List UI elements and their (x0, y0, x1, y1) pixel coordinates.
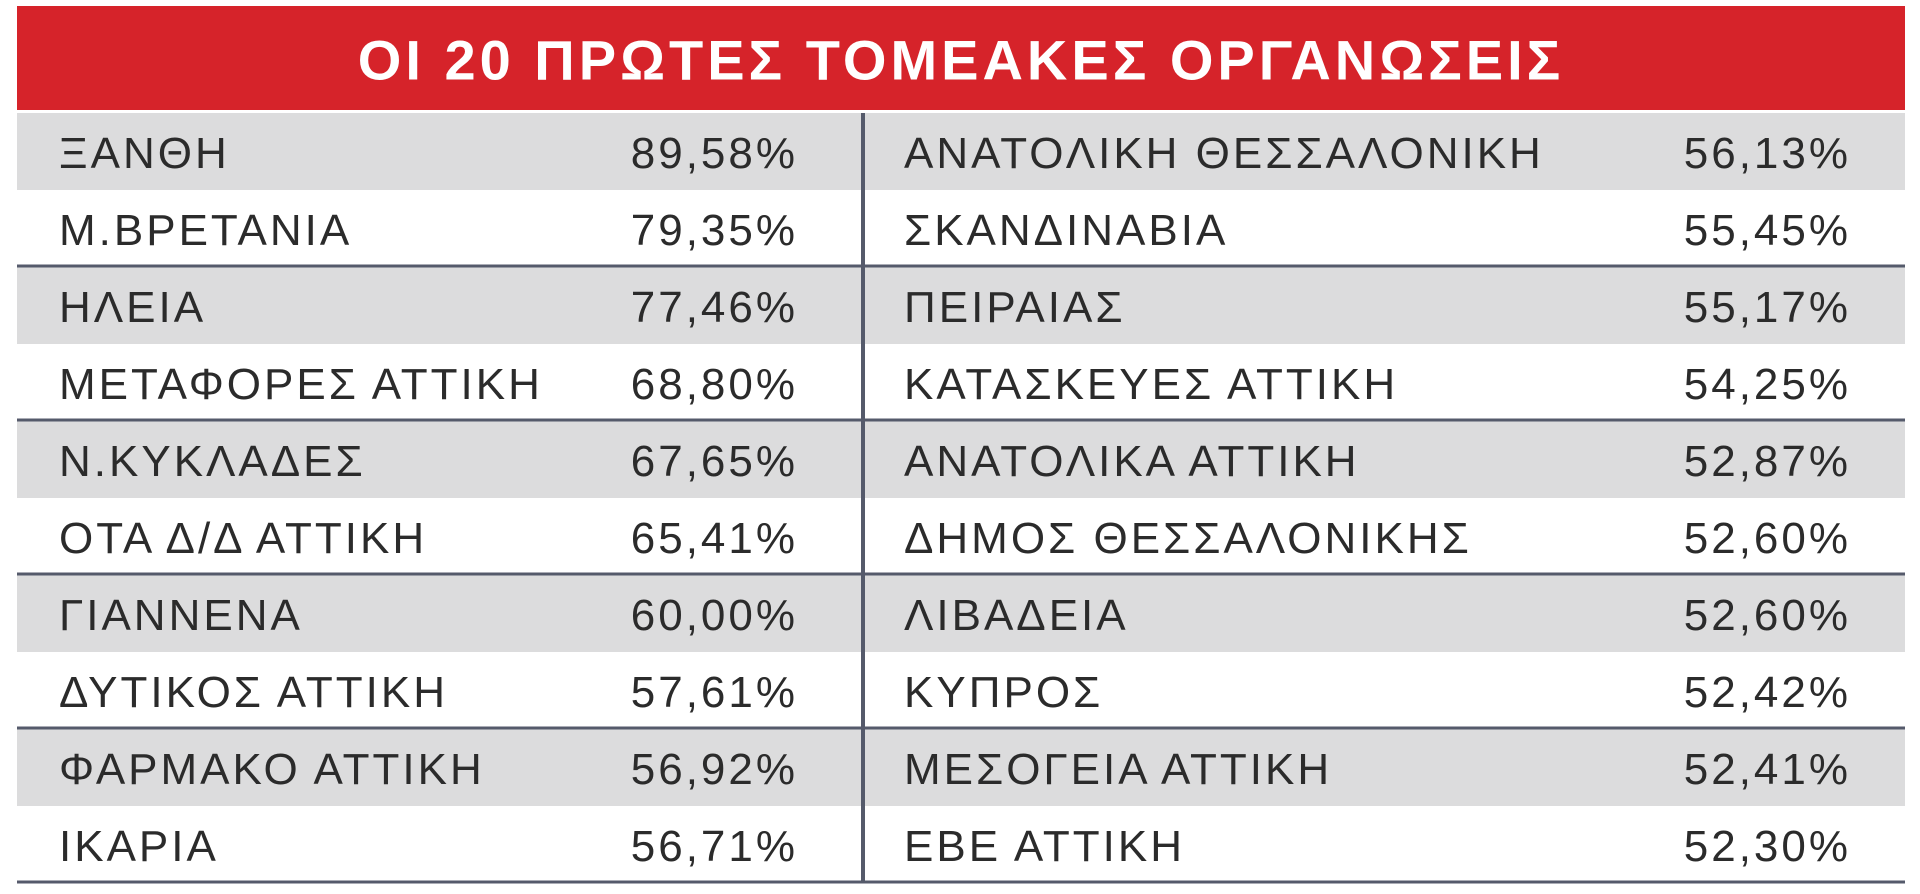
row-name: ΙΚΑΡΙΑ (59, 822, 219, 871)
row-name: ΛΙΒΑΔΕΙΑ (904, 591, 1129, 640)
row-name: ΕΒΕ ΑΤΤΙΚΗ (904, 822, 1185, 871)
row-percent: 56,13% (1684, 129, 1851, 178)
row-stripe (17, 421, 1905, 498)
row-name: ΚΥΠΡΟΣ (904, 668, 1103, 717)
row-name: ΟΤΑ Δ/Δ ΑΤΤΙΚΗ (59, 514, 427, 563)
row-stripe (17, 267, 1905, 344)
row-percent: 89,58% (631, 129, 798, 178)
row-name: ΗΛΕΙΑ (59, 283, 206, 332)
row-name: ΑΝΑΤΟΛΙΚΑ ΑΤΤΙΚΗ (904, 437, 1360, 486)
row-percent: 52,87% (1684, 437, 1851, 486)
row-percent: 55,45% (1684, 206, 1851, 255)
row-name: ΔΗΜΟΣ ΘΕΣΣΑΛΟΝΙΚΗΣ (904, 514, 1472, 563)
row-name: ΚΑΤΑΣΚΕΥΕΣ ΑΤΤΙΚΗ (904, 360, 1398, 409)
row-percent: 55,17% (1684, 283, 1851, 332)
row-percent: 79,35% (631, 206, 798, 255)
row-percent: 67,65% (631, 437, 798, 486)
row-name: ΣΚΑΝΔΙΝΑΒΙΑ (904, 206, 1228, 255)
row-name: Ν.ΚΥΚΛΑΔΕΣ (59, 437, 366, 486)
row-percent: 56,92% (631, 745, 798, 794)
row-name: ΜΕΤΑΦΟΡΕΣ ΑΤΤΙΚΗ (59, 360, 543, 409)
row-name: ΞΑΝΘΗ (59, 129, 230, 178)
row-percent: 52,30% (1684, 822, 1851, 871)
table-body: ΞΑΝΘΗ 89,58% Μ.ΒΡΕΤΑΝΙΑ 79,35% ΗΛΕΙΑ 77,46% ΜΕ… (17, 113, 1905, 884)
row-name: ΦΑΡΜΑΚΟ ΑΤΤΙΚΗ (59, 745, 485, 794)
row-percent: 52,60% (1684, 591, 1851, 640)
row-percent: 54,25% (1684, 360, 1851, 409)
row-percent: 68,80% (631, 360, 798, 409)
header-bar (17, 6, 1905, 110)
row-percent: 52,60% (1684, 514, 1851, 563)
row-name: ΑΝΑΤΟΛΙΚΗ ΘΕΣΣΑΛΟΝΙΚΗ (904, 129, 1544, 178)
row-name: Μ.ΒΡΕΤΑΝΙΑ (59, 206, 352, 255)
row-percent: 60,00% (631, 591, 798, 640)
row-name: ΔΥΤΙΚΟΣ ΑΤΤΙΚΗ (59, 668, 448, 717)
row-percent: 65,41% (631, 514, 798, 563)
row-percent: 52,41% (1684, 745, 1851, 794)
row-name: ΜΕΣΟΓΕΙΑ ΑΤΤΙΚΗ (904, 745, 1332, 794)
row-name: ΓΙΑΝΝΕΝΑ (59, 591, 303, 640)
row-percent: 56,71% (631, 822, 798, 871)
row-percent: 52,42% (1684, 668, 1851, 717)
row-stripe (17, 729, 1905, 806)
row-percent: 57,61% (631, 668, 798, 717)
row-stripe (17, 575, 1905, 652)
row-percent: 77,46% (631, 283, 798, 332)
row-name: ΠΕΙΡΑΙΑΣ (904, 283, 1126, 332)
table-title: ΟΙ 20 ΠΡΩΤΕΣ ΤΟΜΕΑΚΕΣ ΟΡΓΑΝΩΣΕΙΣ (358, 29, 1564, 92)
row-stripe (17, 113, 1905, 190)
